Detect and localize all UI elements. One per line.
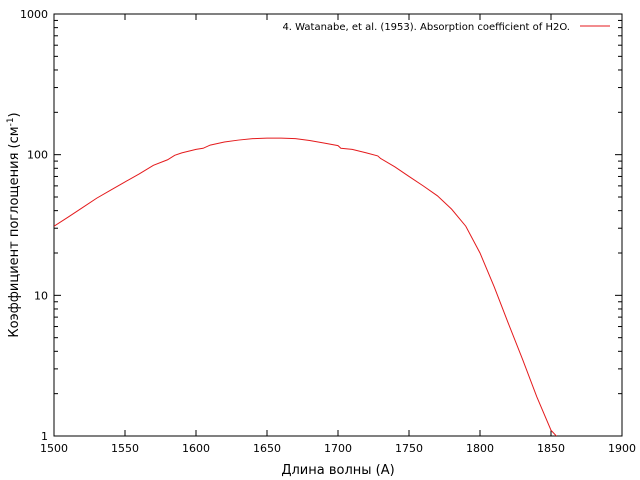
y-tick-label: 1000 xyxy=(20,8,48,21)
y-axis: 1 10 100 1000 xyxy=(20,8,622,443)
y-tick-label: 1 xyxy=(41,430,48,443)
y-axis-label: Коэффициент поглощения (см-1) xyxy=(6,112,22,337)
y-axis-label-end: ) xyxy=(7,112,22,117)
x-tick-label: 1700 xyxy=(324,442,352,455)
y-tick-label: 100 xyxy=(27,149,48,162)
series-line-0 xyxy=(54,137,558,436)
x-tick-label: 1550 xyxy=(111,442,139,455)
x-tick-label: 1500 xyxy=(40,442,68,455)
x-axis: 1500 1550 1600 1650 1700 1750 1800 1850 1900 xyxy=(40,14,636,455)
x-tick-label: 1900 xyxy=(608,442,636,455)
legend-label: 4. Watanabe, et al. (1953). Absorption c… xyxy=(282,22,570,33)
legend: 4. Watanabe, et al. (1953). Absorption c… xyxy=(282,22,610,33)
x-tick-label: 1850 xyxy=(537,442,565,455)
y-axis-label-main: Коэффициент поглощения (см xyxy=(7,126,22,337)
series-layer xyxy=(54,137,558,436)
plot-frame xyxy=(53,13,623,437)
x-tick-label: 1600 xyxy=(182,442,210,455)
x-tick-label: 1650 xyxy=(253,442,281,455)
x-tick-label: 1750 xyxy=(395,442,423,455)
x-axis-label: Длина волны (А) xyxy=(281,463,394,478)
x-tick-label: 1800 xyxy=(466,442,494,455)
y-tick-label: 10 xyxy=(34,289,48,302)
y-axis-label-superscript: -1 xyxy=(6,117,16,126)
